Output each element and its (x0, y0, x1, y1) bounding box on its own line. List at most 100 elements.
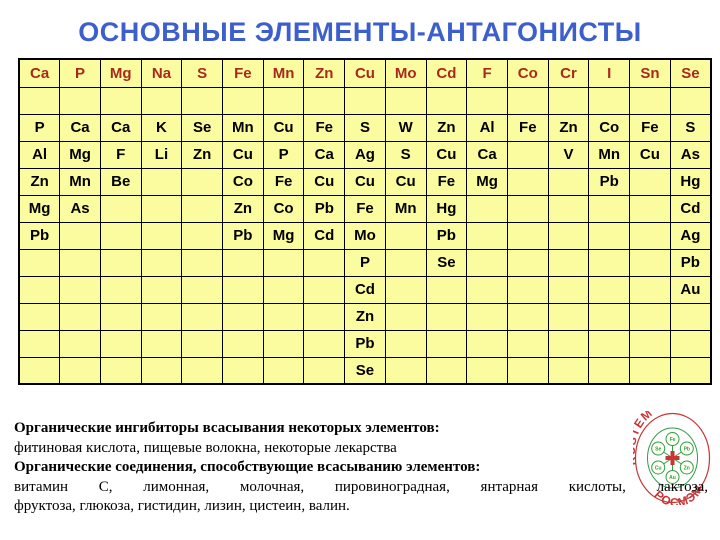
logo-inner-ring (647, 427, 698, 489)
table-cell (466, 356, 508, 385)
table-cell (506, 302, 549, 331)
table-cell (262, 329, 305, 358)
column-header: I (588, 58, 631, 88)
red-cross-icon (665, 451, 680, 465)
table-cell (547, 86, 590, 115)
table-cell (588, 86, 631, 115)
table-cell (547, 356, 590, 385)
table-cell (425, 329, 468, 358)
table-cell (18, 329, 61, 358)
table-cell (99, 302, 142, 331)
table-cell (59, 329, 101, 358)
column-header: Cd (425, 58, 468, 88)
inhibitors-list: фитиновая кислота, пищевые волокна, неко… (14, 439, 397, 456)
table-row: Mg As Zn Co Pb Fe Mn Hg Cd (18, 194, 712, 223)
column-header: Fe (222, 58, 264, 88)
table-cell (99, 194, 142, 223)
atom-circle (665, 469, 680, 484)
table-cell (588, 275, 631, 304)
table-row: Zn (18, 302, 712, 331)
table-cell: Cu (629, 140, 671, 169)
table-cell: Pb (425, 221, 468, 250)
table-cell: Fe (629, 113, 671, 142)
table-cell: P (344, 248, 386, 277)
table-cell (506, 329, 549, 358)
table-cell: Zn (344, 302, 386, 331)
table-cell (99, 221, 142, 250)
table-cell: Ca (59, 113, 101, 142)
table-cell (222, 329, 264, 358)
column-header: Mg (99, 58, 142, 88)
table-cell (588, 302, 631, 331)
table-cell (303, 356, 346, 385)
table-cell: As (59, 194, 101, 223)
table-cell: Co (588, 113, 631, 142)
table-cell (99, 248, 142, 277)
table-cell (629, 221, 671, 250)
column-header: Na (140, 58, 183, 88)
atom-circle (665, 432, 680, 447)
column-header: P (59, 58, 101, 88)
table-cell (181, 248, 224, 277)
column-header: Mo (384, 58, 427, 88)
table-cell: Cu (262, 113, 305, 142)
table-cell: Ca (303, 140, 346, 169)
table-cell: S (344, 113, 386, 142)
table-cell (425, 86, 468, 115)
table-cell (99, 275, 142, 304)
table-cell: Pb (303, 194, 346, 223)
table-cell: Mn (222, 113, 264, 142)
atom-label: Pb (684, 447, 690, 453)
table-cell (18, 248, 61, 277)
table-cell (588, 329, 631, 358)
table-cell (140, 86, 183, 115)
table-cell (222, 275, 264, 304)
table-cell: Mg (18, 194, 61, 223)
table-cell (181, 194, 224, 223)
table-cell: Zn (181, 140, 224, 169)
table-cell: Mn (588, 140, 631, 169)
table-cell (181, 221, 224, 250)
table-cell (547, 248, 590, 277)
table-cell: W (384, 113, 427, 142)
table-cell (629, 248, 671, 277)
table-cell: Cu (344, 167, 386, 196)
table-cell: Zn (547, 113, 590, 142)
table-cell (262, 248, 305, 277)
table-cell (547, 221, 590, 250)
atom-diagram: Fe Pb Zn Au Cu Se (651, 432, 694, 484)
atom-circle (651, 441, 666, 456)
atom-label: Zn (684, 465, 690, 471)
table-cell (384, 302, 427, 331)
table-cell: Cd (669, 194, 712, 223)
table-cell (262, 86, 305, 115)
table-cell (384, 248, 427, 277)
table-row: Zn Mn Be Co Fe Cu Cu Cu Fe Mg Pb Hg (18, 167, 712, 196)
table-cell (384, 275, 427, 304)
table-cell: Ca (99, 113, 142, 142)
table-cell (344, 86, 386, 115)
table-cell (140, 356, 183, 385)
table-cell (506, 221, 549, 250)
table-cell (140, 329, 183, 358)
column-header: Ca (18, 58, 61, 88)
table-cell: Ag (669, 221, 712, 250)
table-cell (506, 356, 549, 385)
column-header: Sn (629, 58, 671, 88)
table-cell: Pb (669, 248, 712, 277)
atom-label: Cu (655, 465, 662, 471)
table-cell (629, 194, 671, 223)
table-cell (181, 275, 224, 304)
table-row: Al Mg F Li Zn Cu P Ca Ag S Cu Ca V Mn Cu As (18, 140, 712, 169)
table-cell (59, 275, 101, 304)
column-header: Cr (547, 58, 590, 88)
table-cell (506, 275, 549, 304)
column-header: Se (669, 58, 712, 88)
table-cell: Cu (222, 140, 264, 169)
table-cell (588, 194, 631, 223)
column-header: Mn (262, 58, 305, 88)
table-cell: V (547, 140, 590, 169)
table-cell (303, 302, 346, 331)
table-cell: Al (18, 140, 61, 169)
table-cell: Zn (18, 167, 61, 196)
